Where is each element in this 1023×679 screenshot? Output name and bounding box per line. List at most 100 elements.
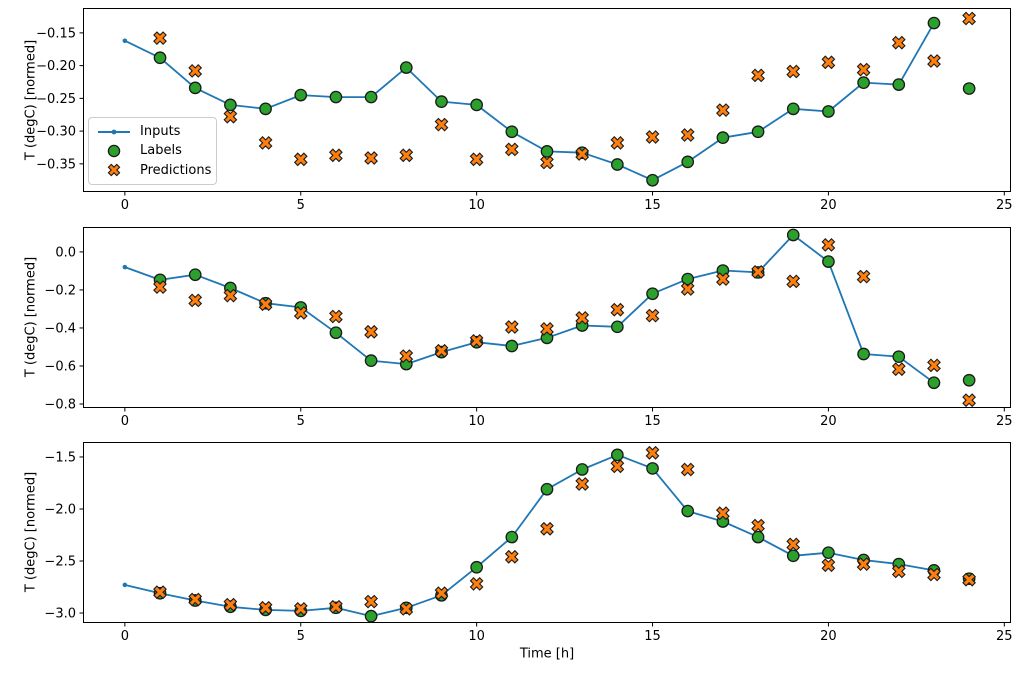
- prediction-marker: [258, 600, 273, 615]
- prediction-marker: [610, 136, 625, 150]
- x-tick-label: 5: [297, 198, 305, 213]
- legend-item-predictions: Predictions: [97, 161, 212, 180]
- y-tick-label: −0.25: [36, 92, 76, 107]
- label-marker: [681, 272, 695, 286]
- prediction-marker: [680, 462, 695, 477]
- label-marker: [505, 125, 519, 139]
- prediction-marker: [434, 343, 449, 358]
- prediction-marker: [504, 549, 519, 564]
- x-tick-label: 0: [121, 629, 129, 644]
- prediction-marker: [188, 64, 203, 78]
- inputs-line: [124, 22, 935, 182]
- legend-item-labels: Labels: [97, 141, 208, 160]
- y-tick-label: −2.5: [44, 555, 76, 570]
- prediction-marker: [223, 288, 238, 303]
- label-marker: [364, 90, 378, 104]
- label-marker: [364, 354, 378, 368]
- subplot-2: 0 5 10 15 20 25 0.0 −0.2 −0.4 −0.6 −0.8: [44, 227, 1013, 429]
- y-tick-label: −0.8: [44, 398, 76, 413]
- prediction-marker: [329, 148, 343, 163]
- prediction-marker: [575, 147, 590, 161]
- inputs-line-icon: [97, 125, 131, 139]
- prediction-marker: [188, 592, 203, 607]
- legend: Inputs Labels Predictions: [88, 117, 217, 185]
- prediction-marker: [434, 586, 449, 601]
- x-tick-label: 15: [644, 629, 661, 644]
- prediction-marker: [364, 324, 378, 339]
- label-marker: [927, 376, 941, 390]
- label-marker: [611, 158, 624, 171]
- label-marker: [646, 287, 659, 301]
- x-tick-label: 25: [996, 629, 1013, 644]
- prediction-marker: [680, 128, 695, 142]
- legend-label-predictions: Predictions: [140, 162, 212, 178]
- label-marker: [505, 530, 519, 544]
- label-marker: [751, 125, 765, 139]
- input-point-marker: [122, 264, 128, 270]
- prediction-marker: [364, 594, 378, 609]
- prediction-marker: [399, 602, 414, 616]
- y-tick-label: −0.30: [36, 125, 76, 140]
- label-marker: [224, 98, 237, 112]
- label-marker: [892, 78, 906, 91]
- prediction-marker: [540, 322, 554, 336]
- x-tick-label: 20: [820, 198, 837, 213]
- y-tick-label: 0.0: [55, 245, 76, 260]
- label-marker: [962, 82, 976, 95]
- prediction-marker: [223, 109, 238, 124]
- label-marker: [188, 268, 202, 282]
- label-marker: [857, 347, 870, 361]
- prediction-marker: [751, 518, 765, 533]
- x-tick-label: 25: [996, 198, 1013, 213]
- y-tick-label: −0.6: [44, 359, 76, 374]
- y-tick-label: −1.5: [44, 450, 76, 465]
- label-marker: [294, 88, 308, 102]
- subplot-3: 0 5 10 15 20 25 −1.5 −2.0 −2.5 −3.0: [44, 442, 1013, 644]
- prediction-marker: [188, 293, 203, 308]
- prediction-marker: [293, 306, 308, 320]
- label-marker: [188, 81, 202, 95]
- prediction-marker: [399, 148, 414, 163]
- prediction-marker: [856, 62, 871, 77]
- label-marker: [364, 609, 378, 623]
- label-marker: [575, 463, 589, 476]
- label-marker: [470, 560, 483, 574]
- prediction-marker: [293, 152, 308, 167]
- prediction-marker: [258, 136, 273, 150]
- label-marker: [153, 51, 167, 65]
- label-marker: [329, 90, 343, 104]
- inputs-line: [124, 234, 935, 384]
- label-marker: [786, 549, 800, 563]
- prediction-marker: [258, 297, 273, 312]
- prediction-marker: [751, 265, 765, 279]
- prediction-marker: [716, 506, 730, 521]
- labels-marker-icon: [97, 143, 131, 159]
- prediction-marker: [153, 280, 167, 294]
- label-marker: [646, 173, 659, 187]
- subplot-1: 0 5 10 15 20 25 −0.15 −0.20 −0.25 −0.30 −0.35: [36, 8, 1013, 213]
- label-marker: [962, 373, 976, 387]
- y-tick-label: −0.4: [44, 321, 76, 336]
- prediction-marker: [786, 274, 801, 289]
- x-tick-label: 10: [468, 414, 485, 429]
- prediction-marker: [575, 477, 590, 491]
- prediction-marker: [856, 557, 871, 571]
- prediction-marker: [927, 567, 941, 582]
- x-tick-label: 15: [644, 198, 661, 213]
- prediction-marker: [223, 597, 238, 612]
- prediction-marker: [821, 55, 836, 70]
- inputs-line: [124, 454, 935, 617]
- prediction-marker: [786, 64, 801, 79]
- x-tick-label: 20: [820, 629, 837, 644]
- label-marker: [857, 76, 870, 89]
- prediction-marker: [575, 311, 590, 325]
- label-marker: [646, 462, 659, 475]
- label-marker: [681, 155, 695, 169]
- prediction-marker: [469, 577, 484, 591]
- prediction-marker: [364, 151, 378, 165]
- prediction-marker: [434, 117, 449, 132]
- prediction-marker: [751, 68, 765, 83]
- prediction-marker: [821, 238, 836, 252]
